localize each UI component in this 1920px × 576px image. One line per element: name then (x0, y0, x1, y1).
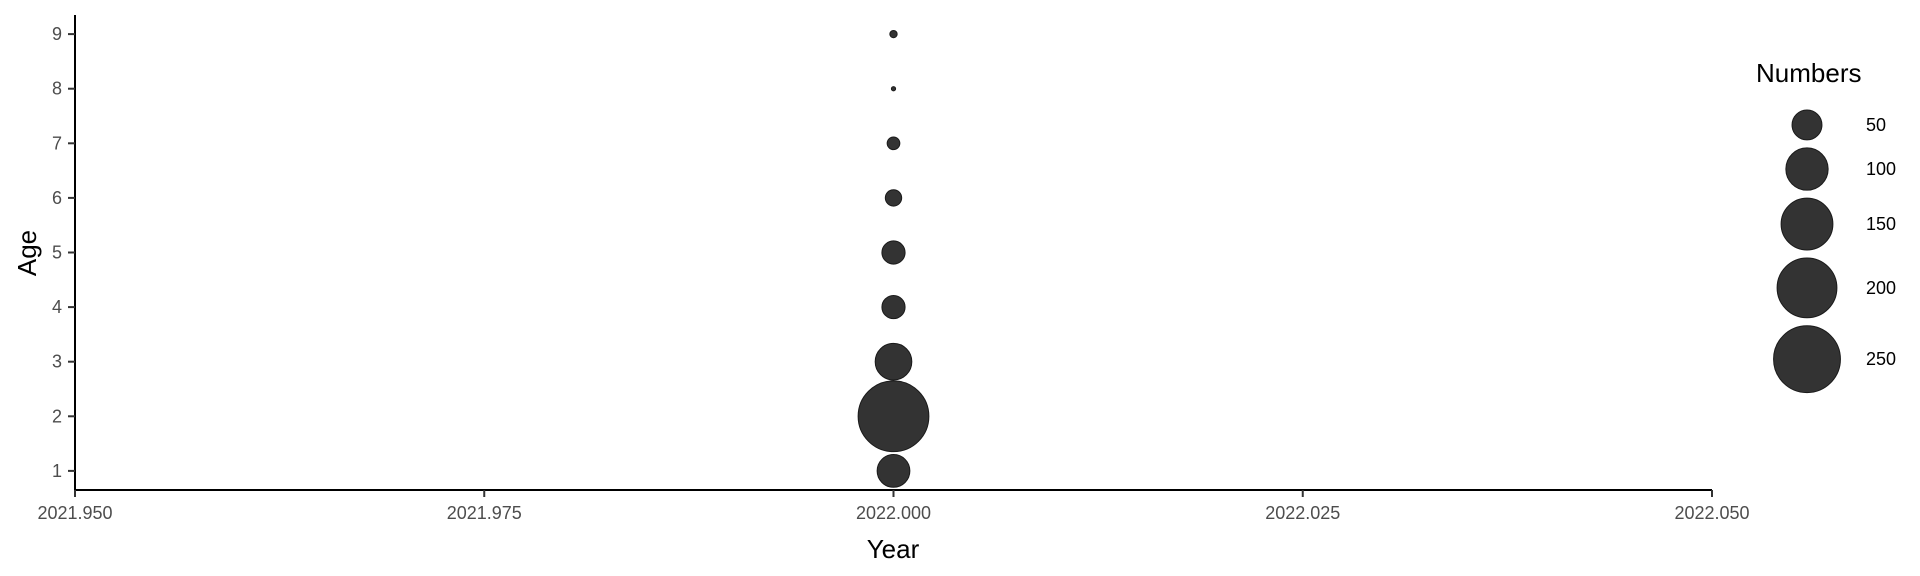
y-tick-label: 2 (52, 406, 62, 426)
y-tick-label: 3 (52, 352, 62, 372)
legend-key-circle (1791, 109, 1823, 141)
x-tick-label: 2022.000 (856, 503, 931, 523)
legend-label: 50 (1866, 115, 1886, 135)
legend-key-circle (1785, 147, 1829, 191)
legend-label: 200 (1866, 278, 1896, 298)
legend-key-circle (1780, 197, 1834, 251)
y-axis-ticks: 1 2 3 4 5 6 7 8 9 (52, 24, 75, 481)
data-point (889, 29, 898, 39)
x-tick-label: 2022.025 (1265, 503, 1340, 523)
y-tick-label: 4 (52, 297, 62, 317)
legend-label: 250 (1866, 349, 1896, 369)
y-tick-label: 7 (52, 133, 62, 153)
data-point (876, 454, 911, 488)
y-tick-label: 9 (52, 24, 62, 44)
legend-key-circle (1776, 257, 1838, 319)
x-axis-ticks: 2021.950 2021.975 2022.000 2022.025 2022.050 (37, 490, 1750, 523)
y-tick-label: 5 (52, 243, 62, 263)
data-point (881, 240, 906, 265)
x-tick-label: 2022.050 (1674, 503, 1749, 523)
y-tick-label: 8 (52, 79, 62, 99)
data-point (881, 295, 906, 320)
x-tick-label: 2021.950 (37, 503, 112, 523)
plot-area: 2021.950 2021.975 2022.000 2022.025 2022.050… (37, 15, 1750, 523)
legend-label: 100 (1866, 159, 1896, 179)
data-point (890, 86, 897, 92)
legend-label: 150 (1866, 214, 1896, 234)
x-axis-title: Year (867, 534, 920, 564)
data-point (874, 342, 913, 381)
y-tick-label: 6 (52, 188, 62, 208)
data-point (857, 380, 930, 453)
legend-title: Numbers (1756, 58, 1861, 88)
size-legend: Numbers 50 100 150 200 250 (1756, 58, 1896, 394)
x-tick-label: 2021.975 (447, 503, 522, 523)
data-point (886, 136, 901, 151)
legend-key-circle (1773, 325, 1841, 394)
data-point (884, 189, 903, 207)
data-points (857, 29, 930, 488)
y-tick-label: 1 (52, 461, 62, 481)
y-axis-title: Age (12, 230, 42, 276)
legend-entries: 50 100 150 200 250 (1773, 109, 1896, 394)
